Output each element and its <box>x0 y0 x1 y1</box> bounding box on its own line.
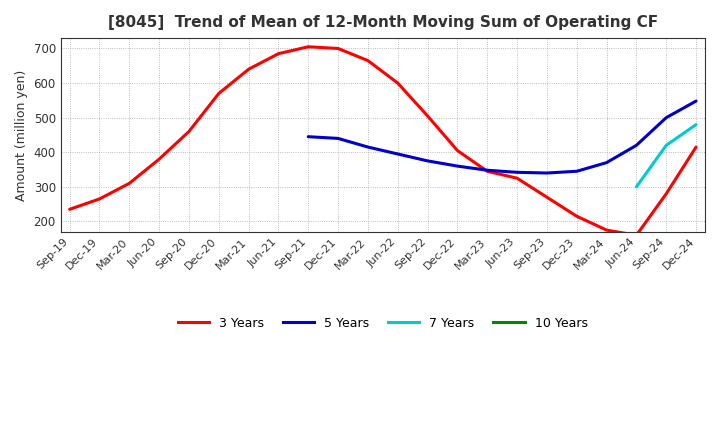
3 Years <box>393 81 402 86</box>
3 Years <box>572 213 581 219</box>
5 Years <box>572 169 581 174</box>
3 Years <box>364 58 372 63</box>
Y-axis label: Amount (million yen): Amount (million yen) <box>15 70 28 201</box>
3 Years <box>95 196 104 202</box>
5 Years <box>364 144 372 150</box>
3 Years <box>244 66 253 72</box>
Legend: 3 Years, 5 Years, 7 Years, 10 Years: 3 Years, 5 Years, 7 Years, 10 Years <box>173 312 593 335</box>
3 Years <box>453 148 462 153</box>
3 Years <box>334 46 343 51</box>
5 Years <box>483 168 492 173</box>
3 Years <box>423 113 432 118</box>
3 Years <box>155 157 163 162</box>
5 Years <box>334 136 343 141</box>
5 Years <box>393 151 402 157</box>
3 Years <box>513 176 521 181</box>
Line: 7 Years: 7 Years <box>636 125 696 187</box>
5 Years <box>662 115 670 120</box>
3 Years <box>543 194 552 200</box>
5 Years <box>513 170 521 175</box>
5 Years <box>632 143 641 148</box>
3 Years <box>274 51 283 56</box>
3 Years <box>602 227 611 233</box>
5 Years <box>692 99 701 104</box>
3 Years <box>66 207 74 212</box>
5 Years <box>304 134 312 139</box>
7 Years <box>662 143 670 148</box>
5 Years <box>453 163 462 169</box>
3 Years <box>304 44 312 49</box>
Line: 3 Years: 3 Years <box>70 47 696 235</box>
5 Years <box>423 158 432 164</box>
5 Years <box>602 160 611 165</box>
3 Years <box>692 144 701 150</box>
Title: [8045]  Trend of Mean of 12-Month Moving Sum of Operating CF: [8045] Trend of Mean of 12-Month Moving … <box>108 15 658 30</box>
3 Years <box>662 191 670 196</box>
3 Years <box>215 91 223 96</box>
3 Years <box>632 233 641 238</box>
5 Years <box>543 170 552 176</box>
7 Years <box>632 184 641 190</box>
3 Years <box>483 169 492 174</box>
Line: 5 Years: 5 Years <box>308 101 696 173</box>
3 Years <box>184 129 193 134</box>
3 Years <box>125 181 134 186</box>
7 Years <box>692 122 701 127</box>
